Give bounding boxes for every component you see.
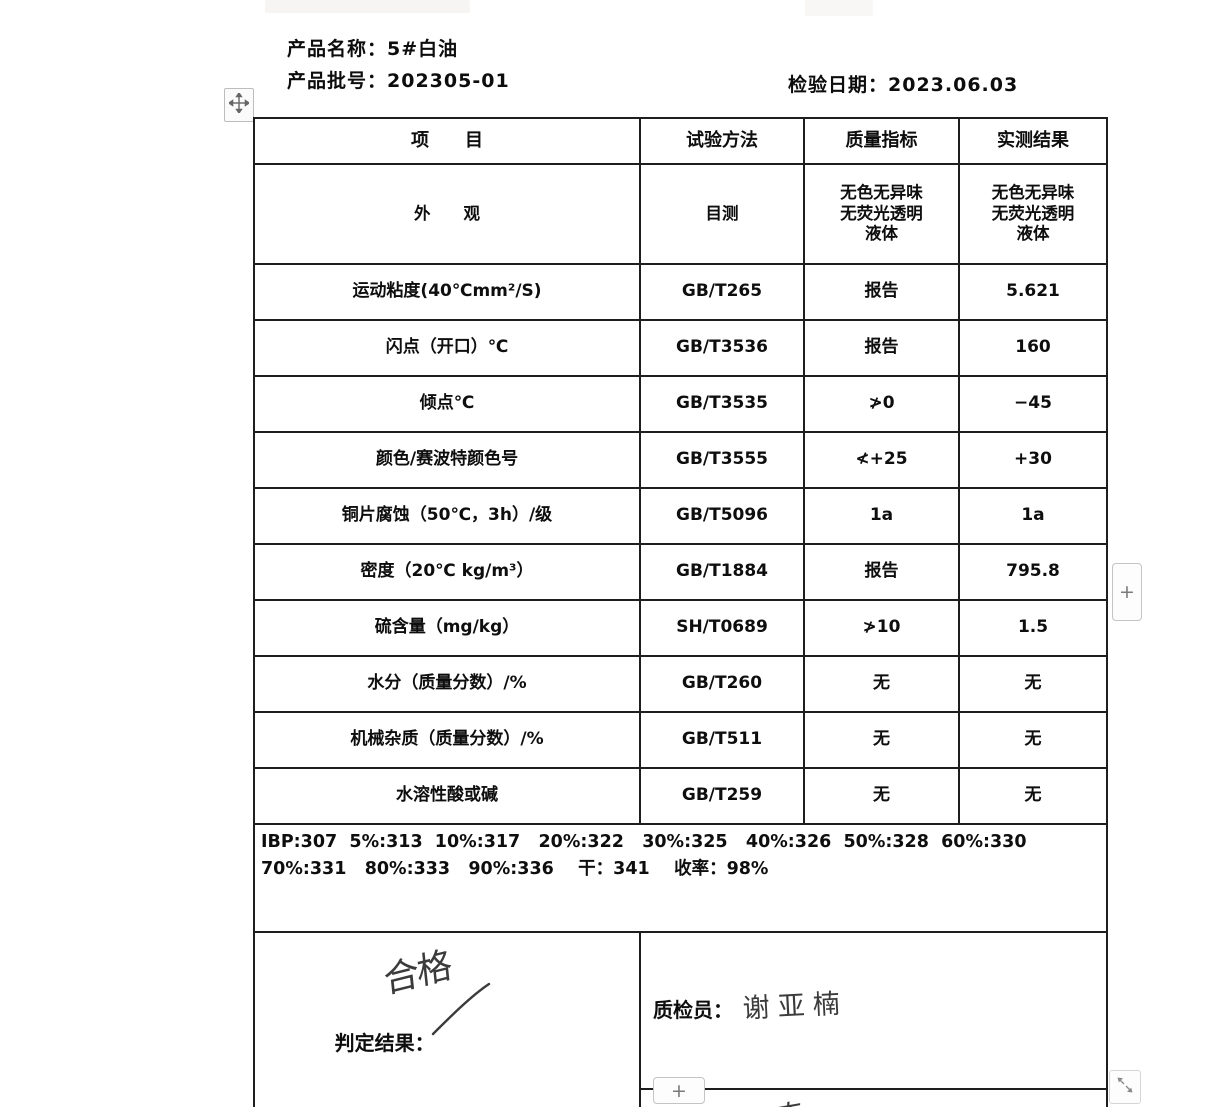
cell-method: GB/T3536 bbox=[639, 319, 805, 377]
cell-method: GB/T260 bbox=[639, 655, 805, 713]
cell-item: 倾点℃ bbox=[253, 375, 641, 433]
cell-result: 1.5 bbox=[958, 599, 1108, 657]
batch-value: 202305-01 bbox=[387, 70, 510, 92]
distillation-cell: IBP:307 5%:313 10%:317 20%:322 30%:325 4… bbox=[253, 823, 1108, 933]
plus-icon: + bbox=[671, 1079, 687, 1102]
reviewer-line: 审核人： 杨森 bbox=[641, 1088, 1106, 1107]
table-row: 水溶性酸或碱 GB/T259 无无 bbox=[253, 767, 1108, 825]
cell-spec: ≯10 bbox=[803, 599, 960, 657]
verdict-label: 判定结果： bbox=[334, 1030, 435, 1055]
cell-result: 1a bbox=[958, 487, 1108, 545]
cell-result: 无 bbox=[958, 711, 1108, 769]
cell-spec: 无 bbox=[803, 767, 960, 825]
scan-artifact bbox=[265, 0, 470, 13]
cell-result: 无色无异味 无荧光透明 液体 bbox=[958, 163, 1108, 265]
cell-item: 外 观 bbox=[253, 163, 641, 265]
cell-item: 闪点（开口）℃ bbox=[253, 319, 641, 377]
scan-artifact bbox=[805, 0, 873, 16]
cell-method: 目测 bbox=[639, 163, 805, 265]
table-row: 外 观目测 无色无异味 无荧光透明 液体 无色无异味 无荧光透明 液体 bbox=[253, 163, 1108, 265]
product-name-value: 5#白油 bbox=[387, 38, 459, 60]
cell-spec: 无 bbox=[803, 711, 960, 769]
cell-result: 160 bbox=[958, 319, 1108, 377]
cell-item: 水分（质量分数）/% bbox=[253, 655, 641, 713]
cell-spec: 无 bbox=[803, 655, 960, 713]
cell-item: 运动粘度(40℃mm²/S) bbox=[253, 263, 641, 321]
cell-method: GB/T1884 bbox=[639, 543, 805, 601]
inspector-signature: 谢亚楠 bbox=[742, 987, 849, 1025]
insert-column-button[interactable]: + bbox=[1112, 563, 1142, 621]
header-item: 项 目 bbox=[253, 117, 641, 165]
cell-item: 铜片腐蚀（50℃，3h）/级 bbox=[253, 487, 641, 545]
inspection-date-value: 2023.06.03 bbox=[888, 74, 1019, 96]
cell-item: 硫含量（mg/kg） bbox=[253, 599, 641, 657]
table-row: 机械杂质（质量分数）/% GB/T511 无无 bbox=[253, 711, 1108, 769]
table-row: 密度（20℃ kg/m³） GB/T1884 报告 795.8 bbox=[253, 543, 1108, 601]
signature-row: 判定结果： 合格 质检员： 谢亚楠 审核人： 杨森 bbox=[253, 931, 1108, 1107]
cell-method: GB/T3535 bbox=[639, 375, 805, 433]
header-method: 试验方法 bbox=[639, 117, 805, 165]
cell-spec: 无色无异味 无荧光透明 液体 bbox=[803, 163, 960, 265]
verdict-pen-stroke bbox=[347, 955, 493, 1069]
inspector-label: 质检员： bbox=[653, 998, 733, 1022]
table-row: 水分（质量分数）/% GB/T260 无无 bbox=[253, 655, 1108, 713]
cell-method: GB/T259 bbox=[639, 767, 805, 825]
cell-item: 机械杂质（质量分数）/% bbox=[253, 711, 641, 769]
table-row: 颜色/赛波特颜色号 GB/T3555 ≮+25 +30 bbox=[253, 431, 1108, 489]
insert-row-button[interactable]: + bbox=[653, 1077, 705, 1104]
inspection-date-label: 检验日期： bbox=[788, 74, 889, 96]
distillation-row: IBP:307 5%:313 10%:317 20%:322 30%:325 4… bbox=[253, 823, 1108, 933]
table-header-row: 项 目 试验方法 质量指标 实测结果 bbox=[253, 117, 1108, 165]
cell-spec: 报告 bbox=[803, 319, 960, 377]
cell-result: 无 bbox=[958, 655, 1108, 713]
move-cross-icon bbox=[227, 91, 251, 117]
cell-result: +30 bbox=[958, 431, 1108, 489]
plus-icon: + bbox=[1119, 581, 1135, 603]
cell-item: 颜色/赛波特颜色号 bbox=[253, 431, 641, 489]
verdict-cell: 判定结果： 合格 bbox=[253, 931, 641, 1107]
table-row: 闪点（开口）℃ GB/T3536 报告 160 bbox=[253, 319, 1108, 377]
cell-result: −45 bbox=[958, 375, 1108, 433]
cell-item: 水溶性酸或碱 bbox=[253, 767, 641, 825]
table-row: 铜片腐蚀（50℃，3h）/级 GB/T5096 1a 1a bbox=[253, 487, 1108, 545]
header-spec: 质量指标 bbox=[803, 117, 960, 165]
cell-spec: 1a bbox=[803, 487, 960, 545]
inspection-date-line: 检验日期：2023.06.03 bbox=[788, 70, 1018, 97]
cell-item: 密度（20℃ kg/m³） bbox=[253, 543, 641, 601]
table-resize-handle[interactable] bbox=[1109, 1070, 1141, 1104]
cell-method: SH/T0689 bbox=[639, 599, 805, 657]
cell-spec: ≮+25 bbox=[803, 431, 960, 489]
sign-off-cell: 质检员： 谢亚楠 审核人： 杨森 bbox=[639, 931, 1108, 1107]
cell-method: GB/T265 bbox=[639, 263, 805, 321]
diagonal-resize-icon bbox=[1115, 1074, 1135, 1100]
cell-result: 5.621 bbox=[958, 263, 1108, 321]
table-row: 运动粘度(40℃mm²/S) GB/T265 报告 5.621 bbox=[253, 263, 1108, 321]
cell-spec: ≯0 bbox=[803, 375, 960, 433]
cell-method: GB/T511 bbox=[639, 711, 805, 769]
header-result: 实测结果 bbox=[958, 117, 1108, 165]
table-move-handle[interactable] bbox=[224, 88, 254, 122]
table-row: 倾点℃ GB/T3535 ≯0 −45 bbox=[253, 375, 1108, 433]
reviewer-signature: 杨森 bbox=[741, 1096, 805, 1107]
cell-spec: 报告 bbox=[803, 263, 960, 321]
batch-label: 产品批号： bbox=[287, 70, 388, 92]
batch-line: 产品批号：202305-01 bbox=[287, 66, 510, 93]
inspector-line: 质检员： 谢亚楠 bbox=[641, 976, 1106, 1046]
cell-method: GB/T5096 bbox=[639, 487, 805, 545]
cell-spec: 报告 bbox=[803, 543, 960, 601]
product-name-line: 产品名称：5#白油 bbox=[287, 34, 458, 61]
spec-table-body: 外 观目测 无色无异味 无荧光透明 液体 无色无异味 无荧光透明 液体 运动粘度(40… bbox=[253, 163, 1108, 825]
inspection-table: 项 目 试验方法 质量指标 实测结果 外 观目测 无色无异味 无荧光透明 液体 无色… bbox=[253, 117, 1108, 1107]
table-row: 硫含量（mg/kg） SH/T0689 ≯10 1.5 bbox=[253, 599, 1108, 657]
cell-result: 795.8 bbox=[958, 543, 1108, 601]
cell-method: GB/T3555 bbox=[639, 431, 805, 489]
product-name-label: 产品名称： bbox=[287, 38, 388, 60]
cell-result: 无 bbox=[958, 767, 1108, 825]
